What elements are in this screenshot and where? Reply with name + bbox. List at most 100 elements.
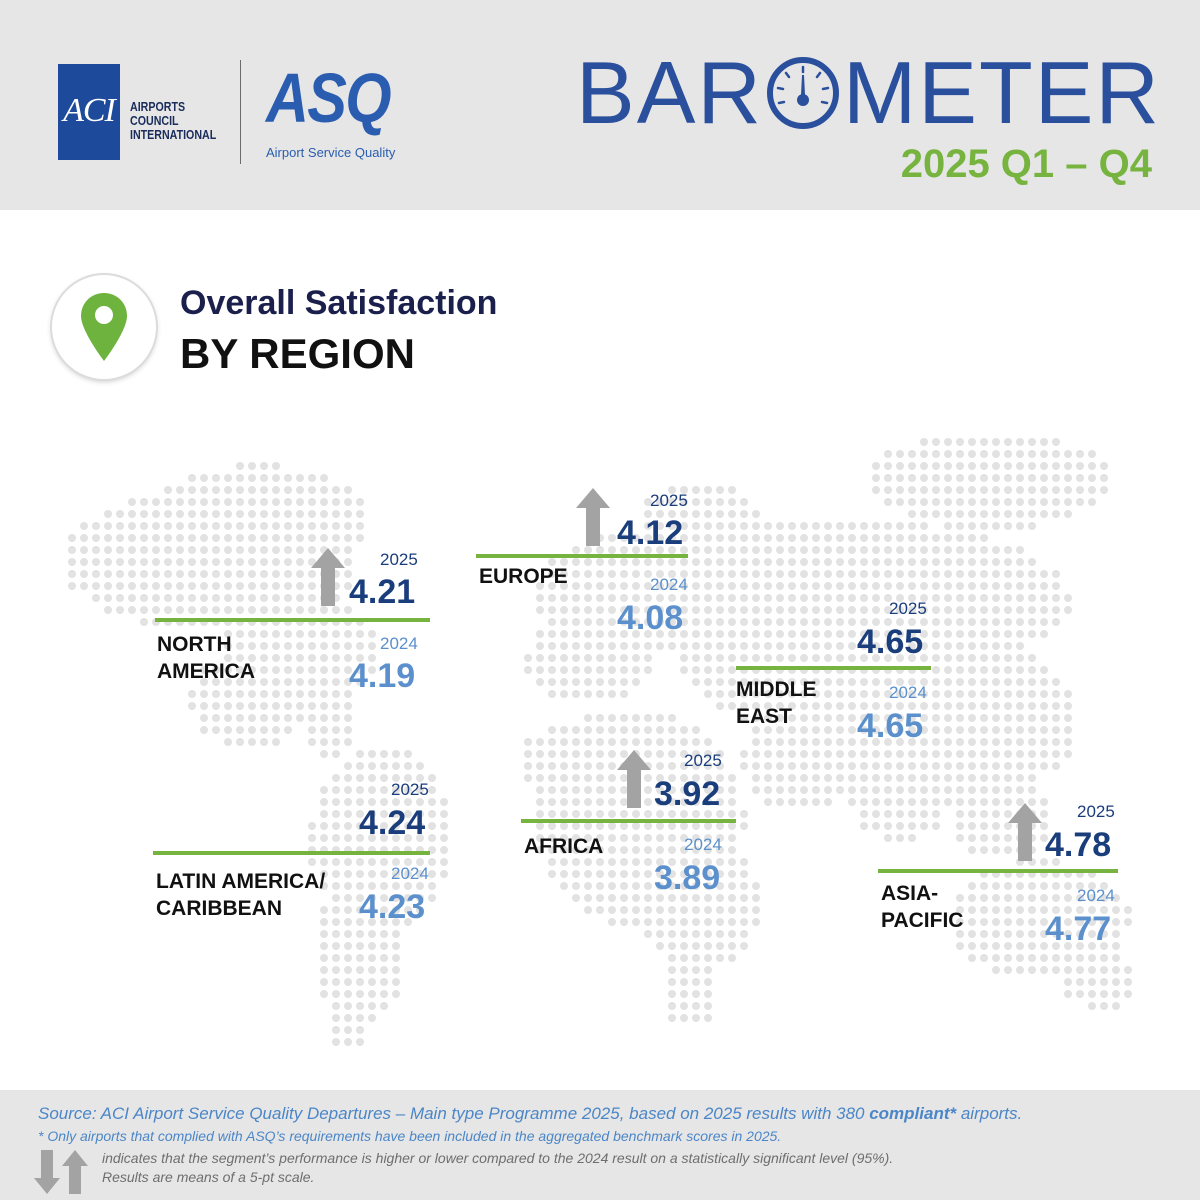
- map-dot: [680, 1002, 688, 1010]
- map-dot: [380, 834, 388, 842]
- map-dot: [680, 630, 688, 638]
- year-2025-label: 2025: [650, 491, 688, 510]
- map-dot: [992, 930, 1000, 938]
- map-dot: [356, 666, 364, 674]
- map-dot: [704, 510, 712, 518]
- map-dot: [728, 522, 736, 530]
- map-dot: [908, 678, 916, 686]
- map-dot: [728, 954, 736, 962]
- map-dot: [332, 930, 340, 938]
- source-note: Source: ACI Airport Service Quality Depa…: [38, 1104, 1022, 1124]
- map-dot: [812, 798, 820, 806]
- map-dot: [668, 1002, 676, 1010]
- map-dot: [824, 678, 832, 686]
- map-dot: [920, 786, 928, 794]
- map-dot: [284, 654, 292, 662]
- map-dot: [620, 786, 628, 794]
- map-dot: [956, 762, 964, 770]
- map-dot: [1004, 474, 1012, 482]
- year-2024-label: 2024: [684, 835, 722, 854]
- map-dot: [260, 474, 268, 482]
- map-dot: [584, 570, 592, 578]
- map-dot: [704, 546, 712, 554]
- map-dot: [176, 570, 184, 578]
- map-dot: [620, 906, 628, 914]
- map-dot: [908, 546, 916, 554]
- map-dot: [308, 858, 316, 866]
- map-dot: [560, 870, 568, 878]
- map-dot: [80, 570, 88, 578]
- map-dot: [872, 798, 880, 806]
- map-dot: [956, 822, 964, 830]
- map-dot: [980, 702, 988, 710]
- map-dot: [176, 582, 184, 590]
- region-name-line: PACIFIC: [881, 909, 964, 932]
- map-dot: [716, 846, 724, 854]
- map-dot: [656, 858, 664, 866]
- map-dot: [836, 690, 844, 698]
- map-dot: [152, 606, 160, 614]
- map-dot: [308, 726, 316, 734]
- map-dot: [560, 678, 568, 686]
- map-dot: [992, 834, 1000, 842]
- map-dot: [1016, 462, 1024, 470]
- map-dot: [992, 882, 1000, 890]
- map-dot: [932, 546, 940, 554]
- map-dot: [992, 846, 1000, 854]
- map-dot: [548, 630, 556, 638]
- map-dot: [260, 498, 268, 506]
- map-dot: [356, 750, 364, 758]
- map-dot: [620, 534, 628, 542]
- map-dot: [1028, 522, 1036, 530]
- map-dot: [140, 546, 148, 554]
- map-dot: [776, 786, 784, 794]
- map-dot: [800, 522, 808, 530]
- map-dot: [392, 918, 400, 926]
- map-dot: [944, 558, 952, 566]
- map-dot: [104, 570, 112, 578]
- map-dot: [584, 822, 592, 830]
- map-dot: [596, 810, 604, 818]
- section-title: Overall Satisfaction: [180, 284, 498, 322]
- map-dot: [236, 510, 244, 518]
- map-dot: [836, 558, 844, 566]
- map-dot: [368, 798, 376, 806]
- map-dot: [296, 654, 304, 662]
- map-dot: [320, 954, 328, 962]
- map-dot: [368, 882, 376, 890]
- map-dot: [260, 594, 268, 602]
- map-dot: [944, 570, 952, 578]
- map-dot: [764, 774, 772, 782]
- map-dot: [560, 882, 568, 890]
- map-dot: [560, 846, 568, 854]
- map-dot: [992, 690, 1000, 698]
- map-dot: [848, 606, 856, 614]
- map-dot: [548, 654, 556, 662]
- map-dot: [692, 966, 700, 974]
- map-dot: [116, 510, 124, 518]
- map-dot: [944, 450, 952, 458]
- map-dot: [380, 822, 388, 830]
- map-dot: [776, 594, 784, 602]
- map-dot: [872, 738, 880, 746]
- map-dot: [836, 726, 844, 734]
- map-dot: [704, 738, 712, 746]
- region-name-line: CARIBBEAN: [156, 897, 282, 920]
- map-dot: [128, 582, 136, 590]
- map-dot: [140, 558, 148, 566]
- map-dot: [968, 798, 976, 806]
- map-dot: [968, 714, 976, 722]
- map-dot: [908, 534, 916, 542]
- map-dot: [644, 822, 652, 830]
- map-dot: [704, 654, 712, 662]
- map-dot: [596, 786, 604, 794]
- map-dot: [980, 594, 988, 602]
- map-dot: [344, 906, 352, 914]
- map-dot: [584, 546, 592, 554]
- map-dot: [1016, 894, 1024, 902]
- map-dot: [752, 762, 760, 770]
- map-dot: [704, 906, 712, 914]
- map-dot: [656, 618, 664, 626]
- map-dot: [860, 702, 868, 710]
- map-dot: [884, 822, 892, 830]
